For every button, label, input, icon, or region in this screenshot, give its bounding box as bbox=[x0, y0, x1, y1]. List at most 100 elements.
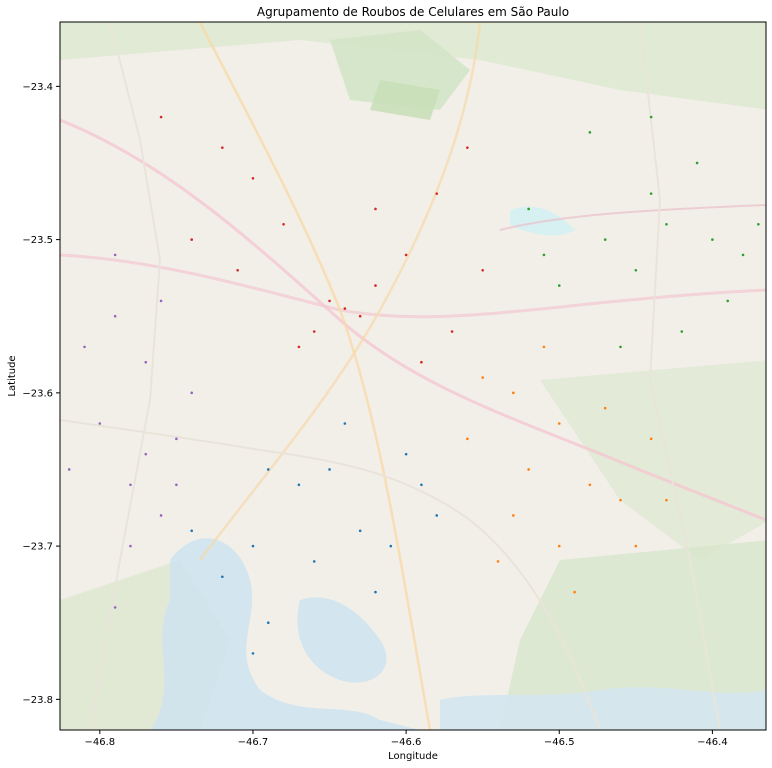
scatter-point bbox=[129, 544, 132, 548]
scatter-point bbox=[328, 468, 331, 471]
scatter-point bbox=[665, 222, 668, 226]
scatter-point bbox=[634, 544, 638, 548]
scatter-point bbox=[481, 268, 484, 272]
plot-frame bbox=[59, 21, 767, 731]
scatter-point bbox=[450, 330, 454, 333]
scatter-point bbox=[113, 606, 117, 609]
scatter-point bbox=[619, 498, 622, 502]
scatter-point bbox=[144, 360, 148, 364]
scatter-point bbox=[512, 391, 515, 395]
scatter-point bbox=[159, 299, 163, 303]
scatter-point bbox=[573, 590, 576, 594]
scatter-point bbox=[358, 314, 362, 318]
scatter-point bbox=[113, 314, 117, 318]
y-tick-label: −23.5 bbox=[22, 235, 53, 246]
scatter-point bbox=[680, 330, 684, 333]
scatter-point bbox=[619, 345, 622, 349]
scatter-point bbox=[435, 192, 439, 195]
scatter-point bbox=[542, 345, 546, 349]
scatter-point bbox=[542, 253, 546, 257]
basemap bbox=[60, 22, 766, 730]
scatter-point bbox=[343, 307, 347, 310]
scatter-point bbox=[175, 483, 178, 487]
scatter-point bbox=[481, 376, 484, 379]
y-tick-label: −23.8 bbox=[22, 695, 53, 706]
scatter-point bbox=[312, 330, 316, 333]
chart-title: Agrupamento de Roubos de Celulares em Sã… bbox=[257, 5, 569, 19]
scatter-point bbox=[466, 437, 469, 441]
scatter-point bbox=[343, 422, 347, 425]
scatter-point bbox=[649, 437, 653, 441]
scatter-point bbox=[98, 422, 102, 425]
scatter-point bbox=[297, 345, 301, 349]
y-axis: −23.4 −23.5 −23.6 −23.7 −23.8 bbox=[22, 82, 60, 706]
scatter-point bbox=[328, 299, 331, 303]
scatter-point bbox=[190, 391, 194, 395]
y-tick-label: −23.6 bbox=[22, 388, 53, 399]
scatter-point bbox=[711, 238, 714, 241]
scatter-point bbox=[741, 253, 745, 257]
scatter-point bbox=[695, 161, 699, 165]
scatter-point bbox=[435, 514, 439, 517]
scatter-point bbox=[557, 422, 561, 425]
scatter-point bbox=[159, 514, 163, 517]
scatter-point bbox=[221, 146, 224, 149]
scatter-point bbox=[266, 621, 270, 625]
scatter-point bbox=[420, 360, 423, 364]
scatter-point bbox=[297, 483, 301, 487]
scatter-point bbox=[312, 560, 316, 563]
scatter-point bbox=[649, 115, 653, 119]
scatter-point bbox=[129, 483, 132, 487]
y-axis-label: Latitude bbox=[7, 355, 18, 396]
x-tick-label: −46.5 bbox=[544, 737, 575, 748]
scatter-point bbox=[374, 590, 377, 594]
x-tick-label: −46.4 bbox=[697, 737, 728, 748]
scatter-point bbox=[496, 560, 500, 563]
scatter-point bbox=[221, 575, 224, 579]
scatter-point bbox=[603, 238, 607, 241]
x-tick-label: −46.6 bbox=[391, 737, 422, 748]
scatter-point bbox=[251, 544, 255, 548]
scatter-point bbox=[67, 468, 71, 471]
scatter-point bbox=[649, 192, 653, 195]
scatter-point bbox=[527, 468, 530, 471]
scatter-point bbox=[757, 222, 760, 226]
scatter-point bbox=[603, 406, 607, 410]
scatter-point bbox=[420, 483, 423, 487]
scatter-point bbox=[190, 529, 194, 533]
x-axis: −46.8 −46.7 −46.6 −46.5 −46.4 bbox=[84, 730, 728, 748]
scatter-point bbox=[512, 514, 515, 517]
scatter-point bbox=[404, 452, 408, 456]
scatter-point bbox=[251, 652, 255, 655]
scatter-point bbox=[358, 529, 362, 533]
scatter-point bbox=[113, 253, 117, 257]
scatter-point bbox=[251, 177, 255, 180]
scatter-point bbox=[175, 437, 178, 441]
scatter-point bbox=[404, 253, 408, 257]
scatter-point bbox=[665, 498, 668, 502]
scatter-point bbox=[726, 299, 730, 303]
scatter-point bbox=[83, 345, 86, 349]
scatter-point bbox=[374, 284, 377, 287]
scatter-points bbox=[67, 115, 760, 655]
scatter-point bbox=[588, 131, 592, 134]
scatter-point bbox=[282, 222, 285, 226]
x-axis-label: Longitude bbox=[388, 751, 438, 762]
x-tick-label: −46.7 bbox=[238, 737, 269, 748]
scatter-point bbox=[557, 284, 561, 287]
scatter-point bbox=[236, 268, 239, 272]
scatter-point bbox=[588, 483, 592, 487]
scatter-point bbox=[527, 207, 530, 211]
scatter-point bbox=[144, 452, 148, 456]
scatter-point bbox=[634, 268, 638, 272]
scatter-point bbox=[466, 146, 469, 149]
y-tick-label: −23.4 bbox=[22, 82, 53, 93]
scatter-point bbox=[389, 544, 393, 548]
scatter-point bbox=[557, 544, 561, 548]
scatter-point bbox=[266, 468, 270, 471]
scatter-point bbox=[159, 115, 163, 119]
scatter-point bbox=[374, 207, 377, 211]
scatter-point bbox=[190, 238, 194, 241]
x-tick-label: −46.8 bbox=[84, 737, 115, 748]
